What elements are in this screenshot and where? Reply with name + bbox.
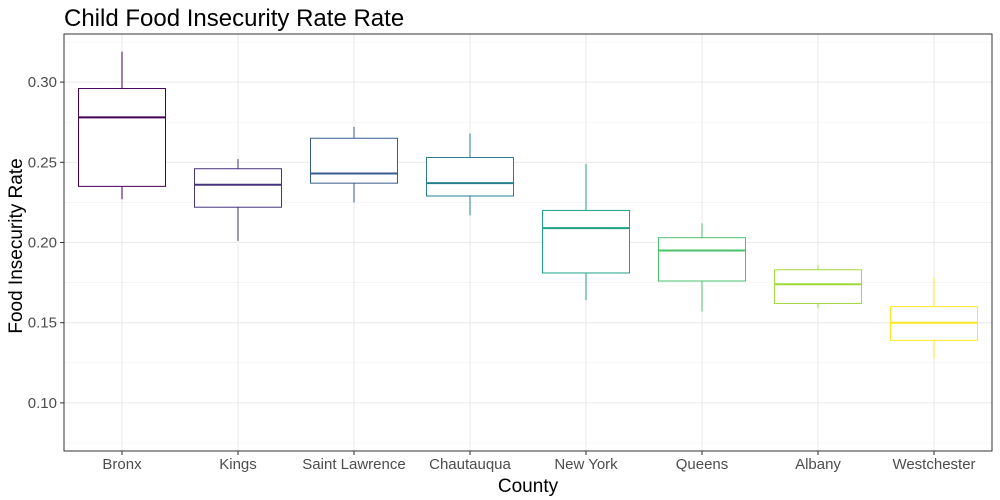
x-tick-label: Westchester [892,456,975,473]
box-westchester [890,277,978,358]
y-tick-label: 0.10 [28,395,57,412]
x-tick-label: Kings [219,456,257,473]
y-tick-label: 0.25 [28,154,57,171]
boxes [78,51,978,358]
y-tick-label: 0.20 [28,235,57,252]
box-albany [774,264,862,309]
box-iqr [78,88,166,187]
x-axis-title: County [498,476,559,497]
x-tick-label: New York [554,456,618,473]
box-iqr [542,209,630,274]
box-iqr [194,168,282,208]
x-tick-label: Queens [676,456,729,473]
box-chautauqua [426,133,514,216]
y-tick-label: 0.30 [28,74,57,91]
y-tick-label: 0.15 [28,315,57,332]
box-iqr [658,237,746,282]
grid-lines [64,34,992,451]
box-saint-lawrence [310,127,398,203]
box-queens [658,223,746,312]
x-tick-label: Saint Lawrence [302,456,405,473]
y-axis: 0.10 0.15 0.20 0.25 0.30 [28,74,64,412]
chart-title: Child Food Insecurity Rate Rate [64,5,404,32]
box-iqr [426,156,514,197]
box-kings [194,159,282,241]
box-new-york [542,163,630,301]
y-axis-title: Food Insecurity Rate [6,158,27,333]
x-tick-label: Albany [795,456,841,473]
x-axis: Bronx Kings Saint Lawrence Chautauqua New Yo… [102,451,976,473]
x-tick-label: Chautauqua [429,456,511,473]
x-tick-label: Bronx [102,456,142,473]
box-iqr [774,269,862,304]
box-bronx [78,51,166,200]
box-iqr [310,137,398,184]
